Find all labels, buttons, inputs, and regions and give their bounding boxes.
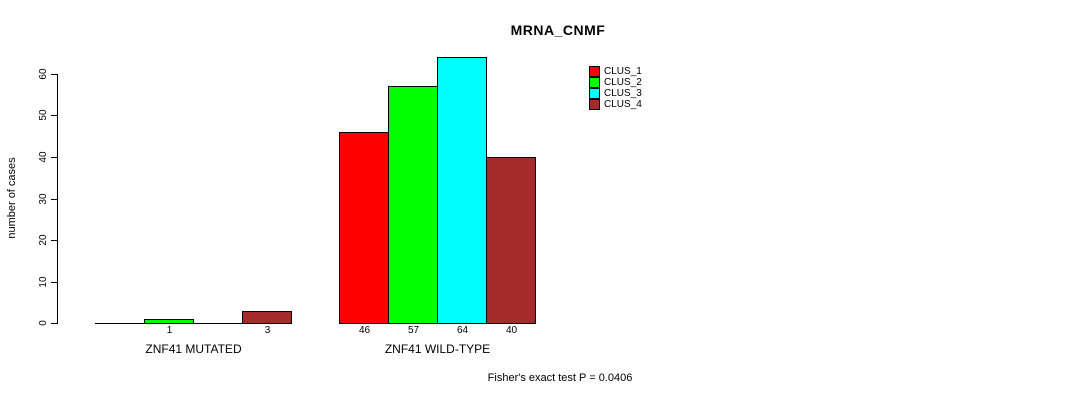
legend-label: CLUS_1: [604, 66, 642, 77]
bar-clus-2-znf41-wild-type: [388, 86, 438, 324]
y-axis-tick-label: 60: [38, 68, 49, 80]
y-axis-tick-label: 50: [38, 109, 49, 121]
y-axis-tick: [51, 115, 57, 116]
bar-clus-4-znf41-wild-type: [486, 157, 536, 324]
legend-label: CLUS_4: [604, 99, 642, 110]
y-axis-tick-label: 10: [38, 276, 49, 288]
legend-label: CLUS_2: [604, 77, 642, 88]
x-category-label-znf41-wild-type: ZNF41 WILD-TYPE: [384, 342, 491, 356]
legend-swatch-clus-4: [589, 99, 600, 110]
bar-clus-2-znf41-mutated: [144, 319, 194, 324]
bar-clus-4-znf41-mutated: [242, 311, 292, 324]
y-axis-tick-label: 30: [38, 193, 49, 205]
legend: CLUS_1 CLUS_2 CLUS_3 CLUS_4: [589, 66, 642, 110]
y-axis-tick: [51, 199, 57, 200]
y-axis-line: [57, 74, 58, 324]
bar-value-label: 64: [456, 325, 469, 336]
bar-clus-3-znf41-wild-type: [437, 57, 487, 324]
legend-item-clus-3: CLUS_3: [589, 88, 642, 99]
legend-swatch-clus-2: [589, 77, 600, 88]
bar-value-label: 57: [407, 325, 420, 336]
y-axis-tick: [51, 74, 57, 75]
statistical-test-note: Fisher's exact test P = 0.0406: [487, 372, 633, 384]
legend-item-clus-4: CLUS_4: [589, 99, 642, 110]
bar-value-label: 1: [166, 325, 173, 336]
bar-clus-1-znf41-wild-type: [339, 132, 389, 324]
legend-swatch-clus-1: [589, 66, 600, 77]
y-axis-tick: [51, 323, 57, 324]
x-category-label-znf41-mutated: ZNF41 MUTATED: [145, 342, 242, 356]
legend-label: CLUS_3: [604, 88, 642, 99]
legend-item-clus-2: CLUS_2: [589, 77, 642, 88]
y-axis-tick-label: 40: [38, 151, 49, 163]
y-axis-tick-label: 0: [38, 320, 49, 326]
bar-value-label: 46: [358, 325, 371, 336]
legend-item-clus-1: CLUS_1: [589, 66, 642, 77]
y-axis-tick: [51, 157, 57, 158]
legend-swatch-clus-3: [589, 88, 600, 99]
y-axis-tick-label: 20: [38, 234, 49, 246]
bar-value-label: 3: [264, 325, 271, 336]
bar-value-label: 40: [505, 325, 518, 336]
y-axis-tick: [51, 282, 57, 283]
y-axis-tick: [51, 240, 57, 241]
chart-title: MRNA_CNMF: [510, 22, 606, 38]
